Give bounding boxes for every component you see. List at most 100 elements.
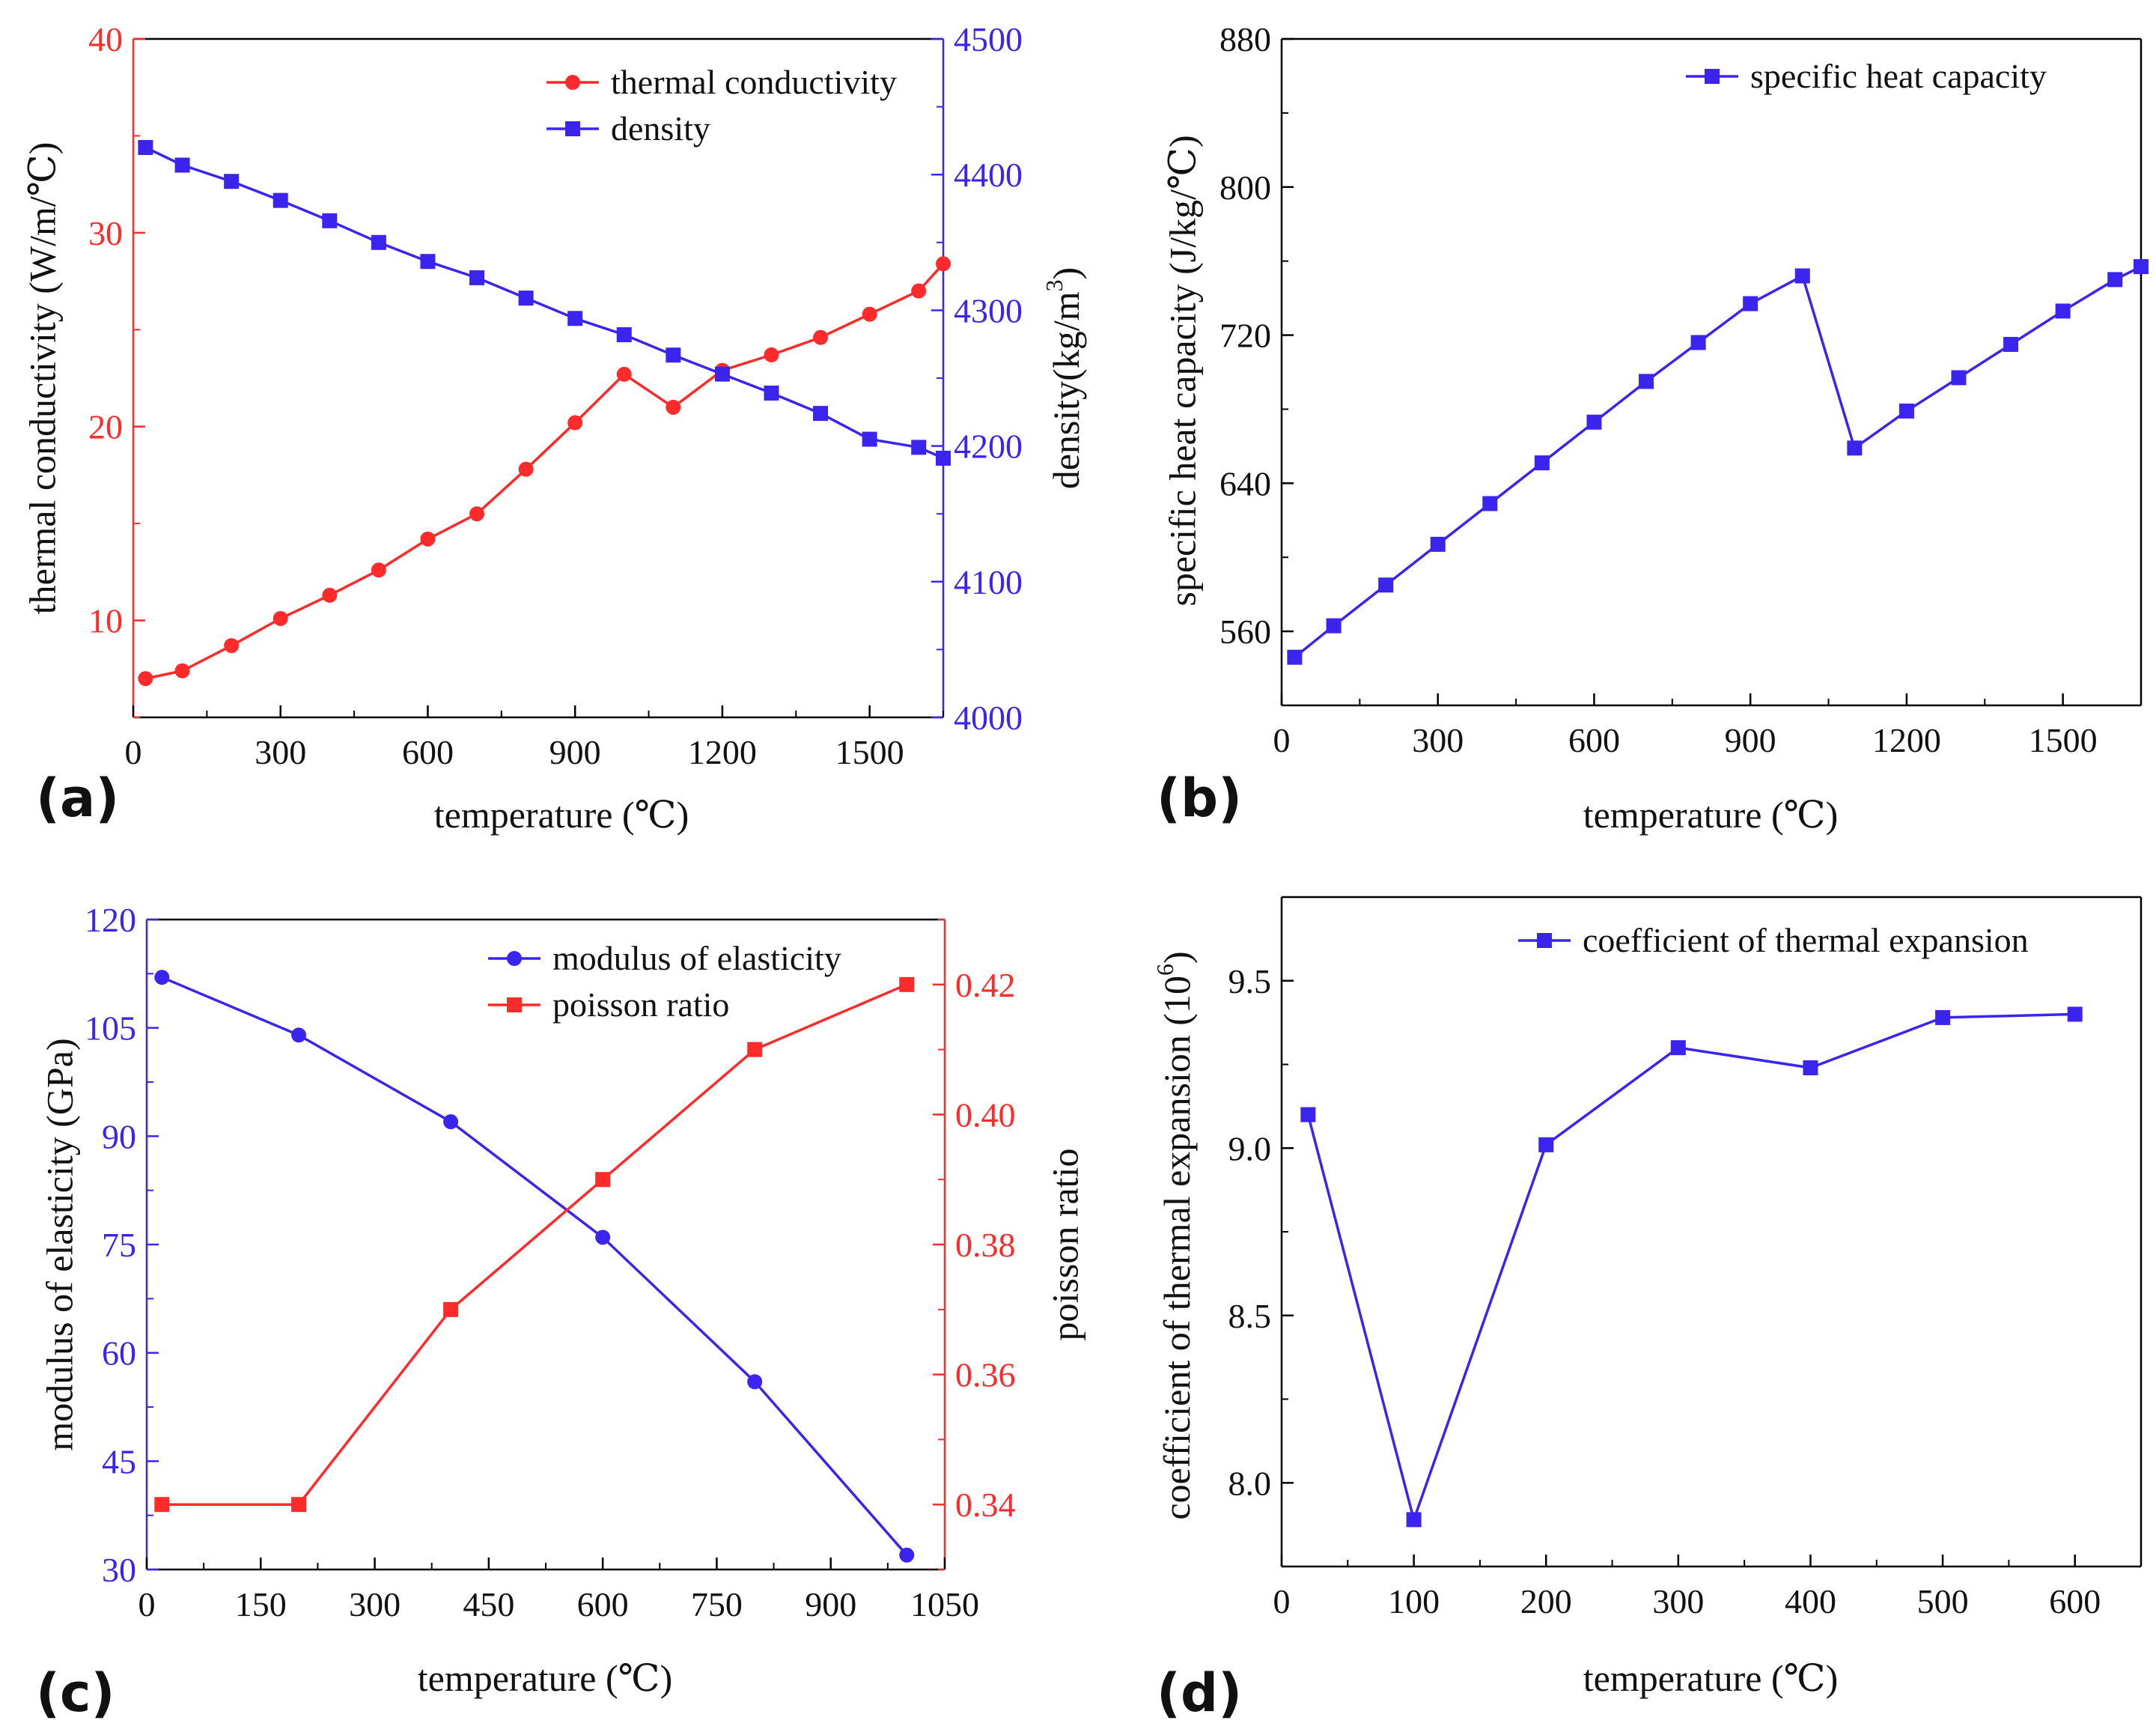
data-point bbox=[1670, 1040, 1686, 1056]
data-point bbox=[1803, 1060, 1818, 1075]
y-tick-label: 90 bbox=[102, 1117, 136, 1155]
data-point bbox=[764, 347, 779, 362]
x-tick-label: 0 bbox=[138, 1585, 156, 1623]
data-point bbox=[911, 440, 927, 455]
y-tick-label: 30 bbox=[102, 1551, 136, 1589]
data-point bbox=[138, 671, 153, 687]
x-tick-label: 1500 bbox=[835, 733, 904, 771]
data-point bbox=[224, 174, 240, 189]
y-tick-label: 9.5 bbox=[1228, 962, 1272, 1000]
y2-tick-label: 4200 bbox=[954, 428, 1023, 466]
y-axis-label: modulus of elasticity (GPa) bbox=[38, 1038, 80, 1450]
legend-marker bbox=[507, 997, 522, 1012]
data-point bbox=[1639, 374, 1654, 389]
data-point bbox=[1794, 268, 1810, 284]
data-point bbox=[1482, 496, 1498, 511]
plot-area bbox=[1287, 259, 2149, 665]
x-tick-label: 450 bbox=[463, 1585, 514, 1623]
x-tick-label: 100 bbox=[1388, 1582, 1440, 1620]
data-point bbox=[2107, 272, 2123, 288]
data-point bbox=[154, 1497, 170, 1513]
data-point bbox=[714, 366, 730, 382]
data-point bbox=[899, 1547, 915, 1563]
data-point bbox=[616, 366, 632, 382]
x-tick-label: 600 bbox=[577, 1585, 629, 1623]
data-point bbox=[1586, 414, 1602, 430]
legend-label: poisson ratio bbox=[552, 985, 729, 1024]
series-line-modulus-of-elasticity bbox=[161, 976, 908, 1556]
y2-tick-label: 0.40 bbox=[955, 1096, 1016, 1134]
data-point bbox=[224, 638, 240, 654]
data-point bbox=[813, 329, 829, 345]
y2-axis-label: density(kg/m3) bbox=[1041, 267, 1087, 490]
data-point bbox=[747, 1042, 763, 1057]
y2-tick-label: 4100 bbox=[954, 563, 1023, 601]
y2-tick-label: 4400 bbox=[954, 156, 1023, 194]
y2-tick-label: 0.34 bbox=[955, 1486, 1016, 1524]
data-point bbox=[747, 1374, 763, 1390]
x-tick-label: 500 bbox=[1917, 1582, 1969, 1620]
y-tick-label: 40 bbox=[88, 20, 123, 58]
panel-d: 0 100 200 300 400 500 600 8.0 8.5 9.0 9.5 coefficie… bbox=[1151, 896, 2143, 1724]
data-point bbox=[272, 610, 288, 626]
x-axis-label: temperature (℃) bbox=[1583, 1657, 1838, 1699]
x-tick-label: 900 bbox=[1725, 721, 1776, 759]
data-point bbox=[291, 1497, 307, 1513]
x-axis-label: temperature (℃) bbox=[434, 794, 689, 836]
data-point bbox=[1326, 618, 1342, 633]
y2-axis-label: poisson ratio bbox=[1044, 1149, 1085, 1341]
data-point bbox=[518, 291, 534, 306]
data-point bbox=[1898, 403, 1914, 419]
legend-label: modulus of elasticity bbox=[552, 939, 841, 977]
data-point bbox=[1743, 296, 1758, 312]
panel-tag: (c) bbox=[36, 1662, 115, 1724]
series-line-thermal-conductivity bbox=[145, 263, 945, 680]
data-point bbox=[1406, 1512, 1422, 1528]
y-tick-label: 75 bbox=[102, 1226, 136, 1264]
data-point bbox=[1951, 370, 1967, 386]
x-axis-label: temperature (℃) bbox=[1583, 794, 1838, 836]
y-tick-label: 800 bbox=[1219, 168, 1271, 207]
data-point bbox=[862, 306, 877, 322]
y-axis-label: coefficient of thermal expansion (106) bbox=[1151, 951, 1198, 1519]
data-point bbox=[291, 1027, 307, 1043]
y-tick-label: 640 bbox=[1219, 464, 1271, 502]
y-tick-label: 20 bbox=[88, 408, 123, 446]
data-point bbox=[138, 139, 153, 155]
series-line-specific-heat-capacity bbox=[1294, 265, 2142, 659]
x-tick-label: 300 bbox=[349, 1585, 401, 1623]
data-point bbox=[371, 562, 386, 578]
legend-label: coefficient of thermal expansion bbox=[1583, 921, 2029, 959]
x-tick-label: 200 bbox=[1520, 1582, 1572, 1620]
x-axis-label: temperature (℃) bbox=[418, 1657, 672, 1699]
y-tick-label: 45 bbox=[102, 1442, 136, 1480]
data-point bbox=[567, 311, 583, 326]
series-line-coefficient-of-thermal-expansion bbox=[1306, 1012, 2075, 1525]
legend-marker bbox=[1537, 933, 1552, 948]
y2-tick-label: 0.38 bbox=[955, 1226, 1016, 1264]
data-point bbox=[518, 461, 534, 477]
y-tick-label: 8.5 bbox=[1228, 1297, 1272, 1335]
legend-label: thermal conductivity bbox=[611, 63, 897, 101]
panel-tag: (a) bbox=[36, 768, 119, 829]
plot-area bbox=[1300, 1006, 2083, 1528]
y-tick-label: 9.0 bbox=[1228, 1129, 1272, 1167]
data-point bbox=[2055, 303, 2071, 319]
data-point bbox=[813, 406, 829, 422]
data-point bbox=[862, 431, 877, 447]
data-point bbox=[469, 506, 485, 522]
y2-tick-label: 4500 bbox=[954, 20, 1023, 58]
legend-label: specific heat capacity bbox=[1750, 57, 2047, 95]
series-line-density bbox=[144, 146, 944, 460]
x-tick-label: 600 bbox=[402, 733, 454, 771]
x-tick-label: 150 bbox=[235, 1585, 287, 1623]
series-line-poisson-ratio bbox=[162, 983, 907, 1506]
data-point bbox=[2067, 1006, 2083, 1022]
data-point bbox=[443, 1301, 459, 1317]
data-point bbox=[322, 587, 338, 603]
y-tick-label: 120 bbox=[85, 901, 136, 939]
data-point bbox=[1538, 1137, 1554, 1152]
x-tick-label: 900 bbox=[805, 1585, 856, 1623]
legend-marker bbox=[507, 951, 522, 966]
